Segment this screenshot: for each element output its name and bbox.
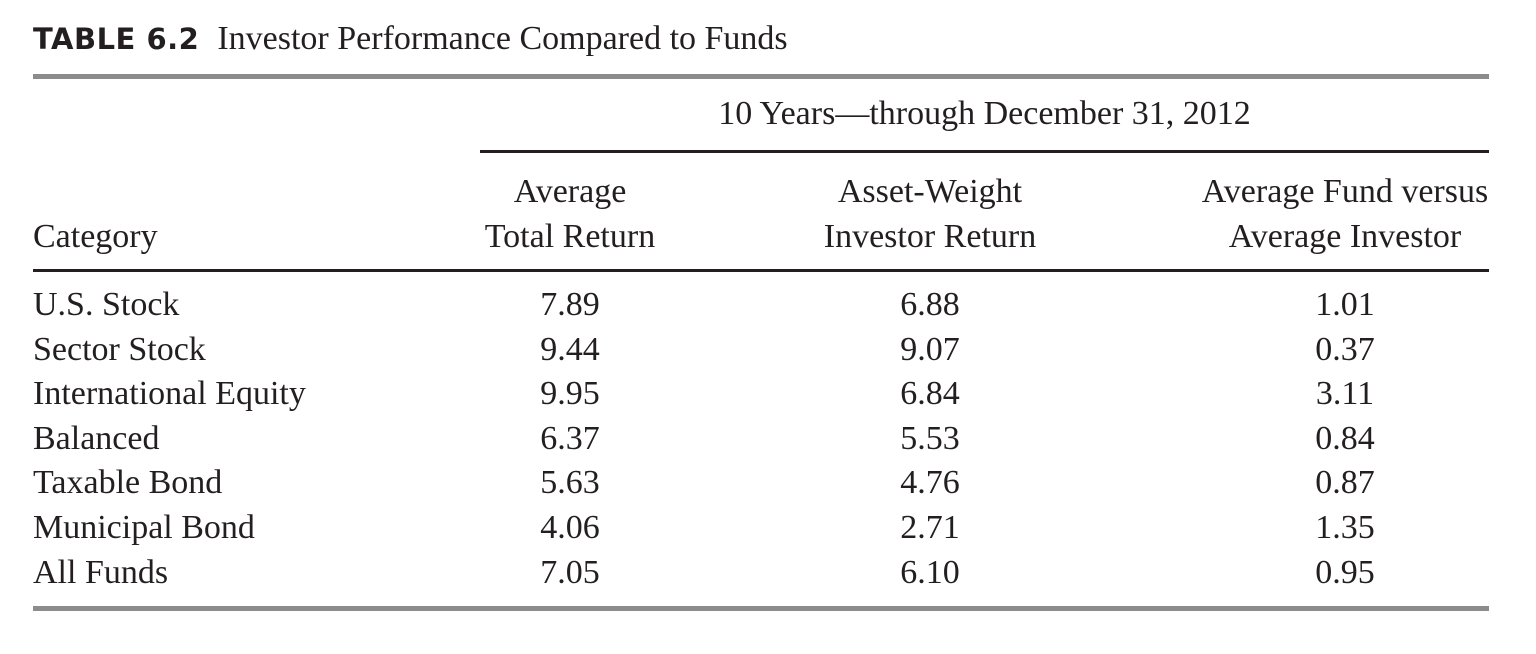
average-total-return-cell: 4.06 bbox=[540, 508, 600, 546]
category-cell: Municipal Bond bbox=[33, 508, 255, 546]
table-row: Balanced 6.37 5.53 0.84 bbox=[0, 417, 1536, 462]
asset-weight-return-cell: 6.84 bbox=[900, 375, 960, 413]
table-body: U.S. Stock 7.89 6.88 1.01 Sector Stock 9… bbox=[0, 283, 1536, 595]
category-cell: All Funds bbox=[33, 553, 169, 591]
category-cell: Taxable Bond bbox=[33, 464, 223, 502]
column-header-asset-weight-investor-return: Asset-Weight Investor Return bbox=[780, 169, 1080, 259]
asset-weight-return-cell: 2.71 bbox=[900, 508, 960, 546]
category-cell: International Equity bbox=[33, 375, 306, 413]
fund-vs-investor-cell: 1.01 bbox=[1315, 286, 1375, 323]
average-total-return-cell: 6.37 bbox=[540, 419, 600, 457]
column-group-rule bbox=[480, 150, 1489, 153]
category-cell: U.S. Stock bbox=[33, 286, 180, 323]
column-header-line: Average bbox=[513, 173, 627, 210]
table-title: Investor Performance Compared to Funds bbox=[217, 20, 788, 57]
table-number: TABLE 6.2 bbox=[33, 22, 200, 56]
fund-vs-investor-cell: 0.87 bbox=[1315, 464, 1375, 502]
column-header-line: Average Fund versus bbox=[1201, 173, 1489, 210]
category-cell: Balanced bbox=[33, 419, 160, 457]
fund-vs-investor-cell: 0.37 bbox=[1315, 330, 1375, 368]
category-cell: Sector Stock bbox=[33, 330, 206, 368]
column-header-line: Total Return bbox=[484, 218, 656, 255]
fund-vs-investor-cell: 0.95 bbox=[1315, 553, 1375, 591]
fund-vs-investor-cell: 0.84 bbox=[1315, 419, 1375, 457]
table-caption: TABLE 6.2 Investor Performance Compared … bbox=[33, 20, 788, 64]
column-header-average-total-return: Average Total Return bbox=[470, 169, 670, 259]
average-total-return-cell: 9.44 bbox=[540, 330, 600, 368]
average-total-return-cell: 9.95 bbox=[540, 375, 600, 413]
column-header-category: Category bbox=[33, 218, 158, 255]
top-rule bbox=[33, 74, 1489, 79]
header-rule bbox=[33, 269, 1489, 272]
table-row: Sector Stock 9.44 9.07 0.37 bbox=[0, 328, 1536, 373]
average-total-return-cell: 7.89 bbox=[540, 286, 600, 323]
column-header-line: Average Investor bbox=[1228, 218, 1462, 255]
bottom-rule bbox=[33, 606, 1489, 611]
table-row: Municipal Bond 4.06 2.71 1.35 bbox=[0, 506, 1536, 551]
asset-weight-return-cell: 5.53 bbox=[900, 419, 960, 457]
table-row: U.S. Stock 7.89 6.88 1.01 bbox=[0, 283, 1536, 328]
asset-weight-return-cell: 6.88 bbox=[900, 286, 960, 323]
column-header-line: Investor Return bbox=[823, 218, 1037, 255]
table-row: Taxable Bond 5.63 4.76 0.87 bbox=[0, 461, 1536, 506]
column-header-fund-versus-investor: Average Fund versus Average Investor bbox=[1190, 169, 1500, 259]
column-header-line: Asset-Weight bbox=[837, 173, 1023, 210]
average-total-return-cell: 5.63 bbox=[540, 464, 600, 502]
column-group-header: 10 Years—through December 31, 2012 bbox=[718, 95, 1251, 132]
asset-weight-return-cell: 4.76 bbox=[900, 464, 960, 502]
average-total-return-cell: 7.05 bbox=[540, 553, 600, 591]
table-row: International Equity 9.95 6.84 3.11 bbox=[0, 372, 1536, 417]
fund-vs-investor-cell: 1.35 bbox=[1315, 508, 1375, 546]
table-row: All Funds 7.05 6.10 0.95 bbox=[0, 551, 1536, 596]
fund-vs-investor-cell: 3.11 bbox=[1315, 375, 1375, 413]
asset-weight-return-cell: 6.10 bbox=[900, 553, 960, 591]
asset-weight-return-cell: 9.07 bbox=[900, 330, 960, 368]
